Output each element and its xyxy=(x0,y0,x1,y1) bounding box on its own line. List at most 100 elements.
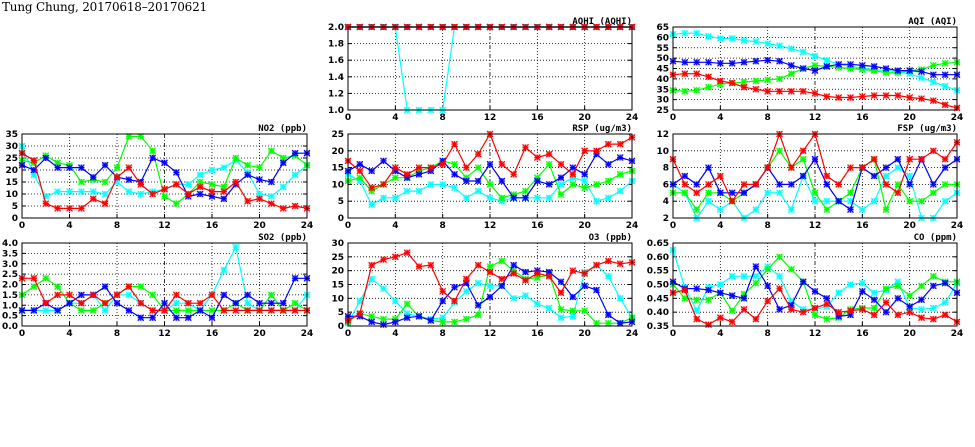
data-point xyxy=(439,288,447,295)
marker-star xyxy=(522,187,529,195)
data-point xyxy=(149,291,157,299)
data-point xyxy=(787,61,795,69)
marker-star xyxy=(870,304,878,312)
data-point xyxy=(256,190,263,198)
data-point xyxy=(764,76,772,84)
marker-star xyxy=(858,279,866,287)
marker-star xyxy=(811,61,819,69)
marker-star xyxy=(764,164,772,171)
marker-star xyxy=(244,161,252,169)
marker-star xyxy=(77,307,85,314)
data-point xyxy=(125,176,133,183)
marker-star xyxy=(776,189,783,197)
data-point xyxy=(716,314,724,322)
marker-star xyxy=(918,68,925,76)
data-point xyxy=(244,161,252,169)
marker-star xyxy=(740,83,748,91)
marker-star xyxy=(894,311,902,319)
marker-star xyxy=(716,80,724,88)
marker-star xyxy=(161,159,168,167)
marker-star xyxy=(906,303,914,311)
marker-star xyxy=(929,61,937,69)
marker-star xyxy=(486,181,494,188)
data-point xyxy=(882,65,890,72)
data-point xyxy=(474,177,482,185)
marker-star xyxy=(149,154,157,162)
marker-star xyxy=(740,290,748,298)
marker-star xyxy=(929,181,937,188)
data-point xyxy=(693,189,701,197)
marker-star xyxy=(882,299,890,306)
x-tick-label: 4 xyxy=(717,113,723,123)
data-point xyxy=(172,200,180,207)
data-point xyxy=(220,183,228,191)
y-tick-label: 0.0 xyxy=(2,322,18,332)
marker-star xyxy=(244,197,252,205)
data-point xyxy=(858,206,866,213)
marker-star xyxy=(486,293,494,301)
data-point xyxy=(462,288,470,295)
marker-star xyxy=(740,58,748,66)
marker-star xyxy=(232,299,240,307)
x-tick-label: 8 xyxy=(114,329,120,339)
x-tick-label: 0 xyxy=(670,329,676,339)
data-point xyxy=(184,299,192,307)
marker-star xyxy=(533,274,541,281)
marker-star xyxy=(799,278,807,286)
marker-star xyxy=(705,83,712,91)
data-point xyxy=(368,312,376,320)
marker-star xyxy=(870,172,878,180)
data-point xyxy=(462,164,470,171)
marker-star xyxy=(533,177,541,185)
marker-star xyxy=(557,314,565,322)
data-point xyxy=(267,193,275,200)
data-point xyxy=(462,279,470,287)
x-tick-label: 24 xyxy=(951,221,964,231)
data-point xyxy=(752,279,760,287)
marker-star xyxy=(403,249,411,257)
marker-star xyxy=(929,282,937,290)
data-point xyxy=(693,29,701,37)
marker-star xyxy=(906,292,914,299)
data-point xyxy=(870,311,878,319)
data-point xyxy=(616,294,624,302)
marker-star xyxy=(823,294,831,302)
data-point xyxy=(256,307,263,314)
data-point xyxy=(113,164,121,171)
data-point xyxy=(752,181,760,188)
plot-frame xyxy=(21,242,308,327)
marker-star xyxy=(929,78,937,86)
data-point xyxy=(693,70,701,78)
marker-star xyxy=(54,188,62,195)
marker-star xyxy=(462,194,470,202)
data-point xyxy=(403,310,411,317)
y-tick-label: 5 xyxy=(12,202,18,212)
x-tick-label: 20 xyxy=(578,221,591,231)
marker-star xyxy=(498,160,506,168)
marker-star xyxy=(291,149,299,157)
data-point xyxy=(380,285,387,293)
data-point xyxy=(149,314,157,322)
y-tick-label: 0.5 xyxy=(2,312,18,322)
data-point xyxy=(894,278,902,286)
marker-star xyxy=(30,307,38,314)
data-point xyxy=(705,321,712,329)
marker-star xyxy=(220,188,228,195)
marker-star xyxy=(403,310,411,317)
data-point xyxy=(604,319,612,327)
data-point xyxy=(764,282,772,290)
y-tick-label: 50 xyxy=(656,54,669,64)
marker-star xyxy=(705,164,712,171)
data-point xyxy=(232,154,240,162)
marker-star xyxy=(776,147,783,155)
marker-star xyxy=(279,299,287,307)
x-tick-label: 4 xyxy=(392,329,398,339)
x-tick-label: 16 xyxy=(206,329,219,339)
marker-star xyxy=(716,59,724,67)
marker-star xyxy=(256,190,263,198)
marker-star xyxy=(522,292,529,299)
marker-star xyxy=(474,177,482,185)
data-point xyxy=(291,307,299,314)
data-point xyxy=(486,282,494,290)
x-tick-label: 20 xyxy=(253,329,266,339)
